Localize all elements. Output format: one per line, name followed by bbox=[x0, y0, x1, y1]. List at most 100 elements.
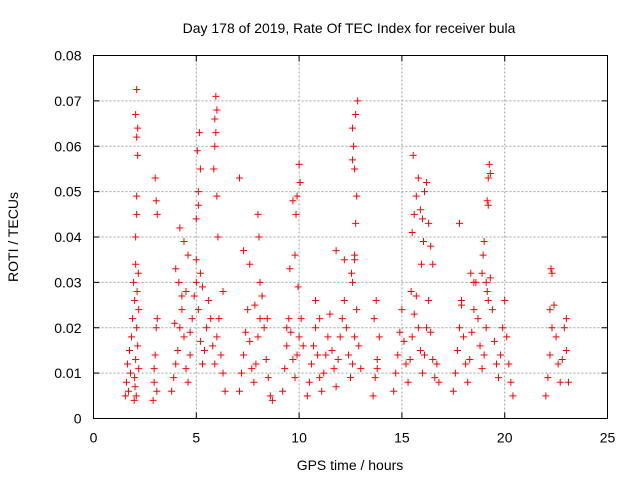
data-point bbox=[352, 219, 360, 227]
data-point bbox=[171, 319, 179, 327]
data-point bbox=[492, 360, 500, 368]
data-point bbox=[348, 269, 356, 277]
data-point bbox=[412, 292, 420, 300]
data-point bbox=[462, 360, 470, 368]
data-point bbox=[352, 110, 360, 118]
data-point bbox=[305, 378, 313, 386]
data-point bbox=[554, 360, 562, 368]
data-point bbox=[252, 360, 260, 368]
y-axis-label: ROTI / TECUs bbox=[5, 192, 21, 282]
data-point bbox=[153, 210, 161, 218]
data-point bbox=[260, 324, 268, 332]
data-point bbox=[421, 188, 429, 196]
data-point bbox=[322, 351, 330, 359]
data-point bbox=[235, 174, 243, 182]
data-point bbox=[558, 356, 566, 364]
data-point bbox=[262, 356, 270, 364]
data-point bbox=[128, 333, 136, 341]
data-point bbox=[344, 351, 352, 359]
data-point bbox=[134, 269, 142, 277]
data-point bbox=[151, 351, 159, 359]
data-point bbox=[127, 369, 135, 377]
data-point bbox=[390, 387, 398, 395]
data-point bbox=[178, 306, 186, 314]
data-point bbox=[312, 324, 320, 332]
data-point bbox=[449, 387, 457, 395]
data-points bbox=[121, 86, 572, 404]
y-tick-label: 0.03 bbox=[54, 274, 81, 290]
data-point bbox=[484, 201, 492, 209]
data-point bbox=[433, 360, 441, 368]
data-point bbox=[255, 233, 263, 241]
data-point bbox=[548, 324, 556, 332]
data-point bbox=[186, 351, 194, 359]
data-point bbox=[482, 278, 490, 286]
data-point bbox=[130, 396, 138, 404]
data-point bbox=[254, 333, 262, 341]
data-point bbox=[194, 306, 202, 314]
data-point bbox=[209, 342, 217, 350]
data-point bbox=[186, 328, 194, 336]
data-point bbox=[320, 369, 328, 377]
data-point bbox=[425, 219, 433, 227]
data-point bbox=[429, 260, 437, 268]
data-point bbox=[564, 378, 572, 386]
data-point bbox=[133, 324, 141, 332]
data-point bbox=[369, 392, 377, 400]
data-point bbox=[289, 197, 297, 205]
data-point bbox=[418, 369, 426, 377]
data-point bbox=[133, 86, 141, 94]
data-point bbox=[281, 365, 289, 373]
data-point bbox=[495, 374, 503, 382]
data-point bbox=[198, 283, 206, 291]
data-point bbox=[505, 360, 513, 368]
data-point bbox=[474, 315, 482, 323]
data-point bbox=[131, 374, 139, 382]
data-point bbox=[293, 192, 301, 200]
data-point bbox=[398, 306, 406, 314]
data-point bbox=[203, 324, 211, 332]
data-point bbox=[414, 174, 422, 182]
data-point bbox=[210, 165, 218, 173]
data-point bbox=[485, 160, 493, 168]
chart-title: Day 178 of 2019, Rate Of TEC Index for r… bbox=[183, 20, 516, 36]
data-point bbox=[291, 251, 299, 259]
data-point bbox=[175, 278, 183, 286]
data-point bbox=[132, 110, 140, 118]
data-point bbox=[332, 247, 340, 255]
data-point bbox=[303, 392, 311, 400]
data-point bbox=[509, 392, 517, 400]
data-point bbox=[135, 306, 143, 314]
data-point bbox=[219, 369, 227, 377]
data-point bbox=[192, 278, 200, 286]
data-point bbox=[324, 333, 332, 341]
data-point bbox=[124, 387, 132, 395]
data-point bbox=[349, 360, 357, 368]
data-point bbox=[318, 387, 326, 395]
data-point bbox=[414, 324, 422, 332]
data-point bbox=[416, 206, 424, 214]
x-tick-label: 15 bbox=[394, 430, 410, 446]
data-point bbox=[242, 328, 250, 336]
data-point bbox=[248, 365, 256, 373]
data-point bbox=[419, 238, 427, 246]
data-point bbox=[478, 365, 486, 373]
data-point bbox=[134, 151, 142, 159]
data-point bbox=[423, 324, 431, 332]
y-tick-label: 0 bbox=[74, 411, 82, 427]
data-point bbox=[404, 378, 412, 386]
data-point bbox=[484, 174, 492, 182]
y-tick-label: 0.08 bbox=[54, 48, 81, 64]
data-point bbox=[550, 301, 558, 309]
data-point bbox=[213, 192, 221, 200]
axis-ticks: 0 5 10 15 20 25 0 0.01 0.02 0.03 0.04 0.05 0.06 0.07 0… bbox=[54, 48, 615, 446]
data-point bbox=[207, 315, 215, 323]
data-point bbox=[132, 233, 140, 241]
data-point bbox=[392, 369, 400, 377]
data-point bbox=[268, 396, 276, 404]
data-point bbox=[176, 324, 184, 332]
data-point bbox=[478, 269, 486, 277]
data-point bbox=[412, 192, 420, 200]
data-point bbox=[482, 324, 490, 332]
